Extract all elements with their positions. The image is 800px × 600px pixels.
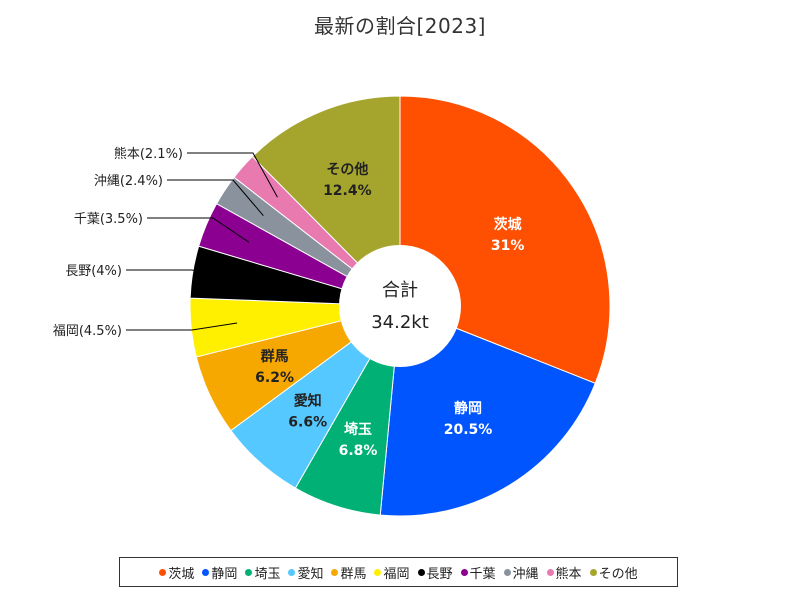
legend-marker bbox=[503, 568, 511, 576]
legend-marker bbox=[202, 568, 210, 576]
legend-marker bbox=[546, 568, 554, 576]
legend-marker bbox=[288, 568, 296, 576]
legend-item-愛知: 愛知 bbox=[288, 563, 323, 582]
legend: 茨城 静岡 埼玉 愛知 群馬 福岡 長野 千葉 沖縄 熊本 その他 bbox=[119, 557, 678, 587]
legend-label: 福岡 bbox=[383, 566, 410, 582]
legend-marker bbox=[331, 568, 339, 576]
legend-item-熊本: 熊本 bbox=[546, 563, 582, 582]
legend-item-福岡: 福岡 bbox=[374, 563, 410, 582]
slice-name-埼玉: 埼玉 bbox=[344, 421, 372, 438]
slice-value-埼玉: 6.8% bbox=[339, 443, 378, 459]
legend-item-その他: その他 bbox=[589, 563, 638, 582]
slice-name-その他: その他 bbox=[326, 161, 368, 178]
legend-label: 群馬 bbox=[340, 566, 367, 582]
slice-label-長野: 長野(4%) bbox=[65, 264, 122, 279]
legend-item-静岡: 静岡 bbox=[202, 563, 237, 582]
slice-name-茨城: 茨城 bbox=[494, 216, 522, 233]
legend-marker bbox=[460, 568, 468, 576]
legend-marker bbox=[245, 568, 253, 576]
legend-marker bbox=[589, 568, 597, 576]
legend-marker bbox=[417, 568, 425, 576]
legend-label: 埼玉 bbox=[254, 566, 281, 582]
slice-name-愛知: 愛知 bbox=[294, 392, 322, 409]
legend-label: 愛知 bbox=[297, 566, 324, 582]
pie-slice-静岡 bbox=[379, 305, 596, 517]
legend-label: 千葉 bbox=[469, 566, 496, 582]
center-value: 34.2kt bbox=[371, 312, 429, 333]
leader-line-千葉 bbox=[147, 217, 250, 243]
legend-label: 長野 bbox=[426, 566, 453, 582]
slice-name-群馬: 群馬 bbox=[260, 348, 289, 365]
slice-value-静岡: 20.5% bbox=[444, 422, 493, 438]
slice-value-群馬: 6.2% bbox=[255, 370, 294, 386]
leader-line-長野 bbox=[126, 269, 239, 280]
slice-label-熊本: 熊本(2.1%) bbox=[114, 146, 183, 162]
slice-value-愛知: 6.6% bbox=[288, 414, 327, 430]
donut-hole bbox=[339, 245, 461, 367]
legend-item-埼玉: 埼玉 bbox=[245, 563, 280, 582]
legend-label: 沖縄 bbox=[512, 566, 539, 582]
legend-marker bbox=[374, 568, 382, 576]
slice-name-静岡: 静岡 bbox=[454, 400, 482, 417]
legend-item-沖縄: 沖縄 bbox=[503, 563, 539, 582]
slice-label-沖縄: 沖縄(2.4%) bbox=[94, 174, 163, 189]
legend-item-茨城: 茨城 bbox=[159, 563, 194, 582]
legend-item-千葉: 千葉 bbox=[460, 563, 496, 582]
legend-item-長野: 長野 bbox=[417, 563, 453, 582]
legend-label: 熊本 bbox=[555, 566, 582, 582]
chart-title: 最新の割合[2023] bbox=[313, 14, 486, 38]
leader-line-沖縄 bbox=[167, 179, 264, 216]
legend-label: 茨城 bbox=[168, 566, 195, 582]
leader-line-熊本 bbox=[187, 152, 278, 198]
legend-label: その他 bbox=[598, 566, 638, 582]
slice-label-千葉: 千葉(3.5%) bbox=[74, 212, 143, 227]
leader-line-福岡 bbox=[126, 322, 238, 331]
slice-label-福岡: 福岡(4.5%) bbox=[53, 324, 122, 339]
legend-item-群馬: 群馬 bbox=[331, 563, 366, 582]
slice-value-その他: 12.4% bbox=[323, 183, 372, 199]
pie-slice-その他 bbox=[251, 95, 401, 308]
legend-marker bbox=[159, 568, 167, 576]
center-label: 合計 bbox=[382, 280, 418, 301]
legend-label: 静岡 bbox=[211, 566, 238, 582]
slice-value-茨城: 31% bbox=[491, 238, 525, 254]
